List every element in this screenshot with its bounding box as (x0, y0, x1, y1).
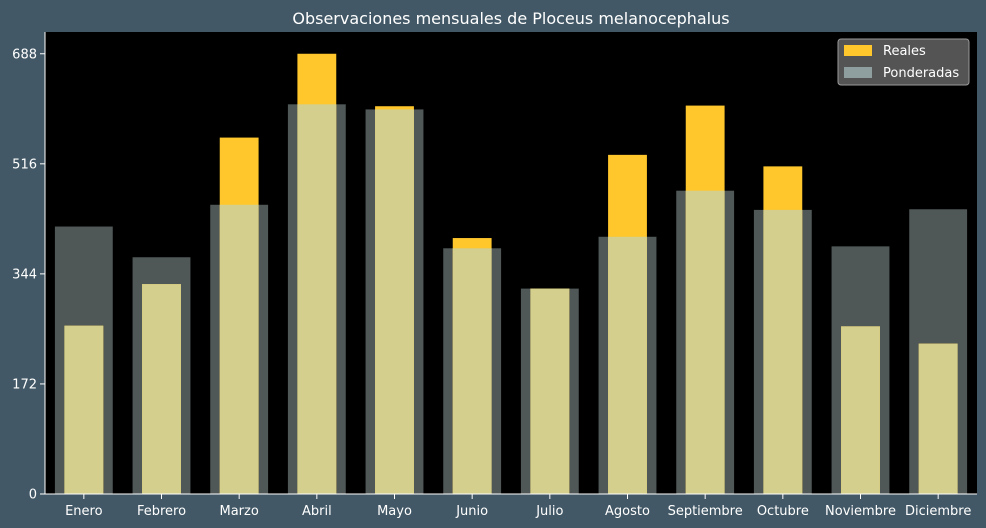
bar-overlap-8 (608, 236, 647, 495)
y-tick-label: 0 (29, 488, 37, 503)
x-tick-label: Julio (535, 504, 563, 519)
overlap-layer (64, 104, 958, 495)
x-tick-label: Agosto (605, 504, 650, 519)
x-tick-label: Septiembre (668, 504, 743, 519)
x-tick-label: Diciembre (905, 504, 971, 519)
legend: Reales Ponderadas (837, 38, 970, 86)
x-tick-label: Abril (302, 504, 332, 519)
legend-swatch-ponderadas (844, 67, 872, 78)
bar-overlap-10 (763, 209, 803, 494)
x-tick-label: Febrero (137, 504, 186, 519)
bar-overlap-9 (685, 190, 725, 495)
x-tick-label: Octubre (757, 504, 809, 519)
plot-area (45, 32, 977, 494)
bar-overlap-12 (918, 343, 958, 494)
y-tick-label: 516 (12, 157, 37, 172)
y-tick-label: 172 (12, 377, 37, 392)
x-tick-label: Enero (65, 504, 103, 519)
legend-label-reales: Reales (883, 44, 926, 59)
bar-overlap-11 (841, 326, 880, 494)
legend-swatch-reales (844, 45, 872, 56)
bar-overlap-1 (64, 325, 104, 494)
x-tick-label: Junio (455, 504, 488, 519)
x-tick-label: Noviembre (825, 504, 896, 519)
y-tick-label: 688 (12, 47, 37, 62)
bar-overlap-2 (142, 284, 181, 494)
x-axis: Enero Febrero Marzo Abril Mayo Junio Julio Agos… (45, 493, 977, 519)
chart-title: Observaciones mensuales de Ploceus melan… (292, 9, 729, 28)
x-tick-label: Marzo (220, 504, 259, 519)
legend-label-ponderadas: Ponderadas (883, 66, 959, 81)
bar-overlap-6 (452, 248, 492, 494)
bar-overlap-4 (297, 104, 337, 494)
bar-overlap-3 (219, 204, 259, 494)
x-tick-label: Mayo (377, 504, 412, 519)
y-tick-label: 344 (12, 267, 37, 282)
bar-overlap-7 (530, 288, 570, 494)
bar-overlap-5 (375, 109, 414, 495)
y-axis: 0 172 344 516 688 (12, 32, 46, 503)
